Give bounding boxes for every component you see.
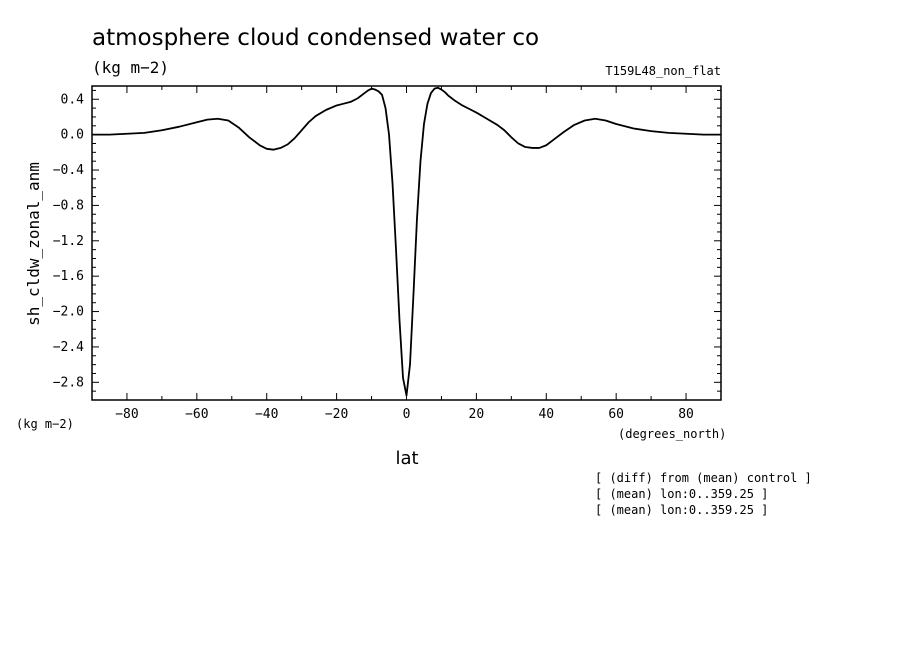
y-tick-label: −0.8 — [53, 198, 84, 213]
x-tick-label: 80 — [678, 407, 694, 422]
y-tick-label: 0.4 — [61, 92, 85, 107]
experiment-label: T159L48_non_flat — [605, 64, 721, 78]
note-line: [ (diff) from (mean) control ] — [595, 471, 812, 485]
x-tick-label: −80 — [115, 407, 138, 422]
series-layer — [92, 86, 721, 397]
y-tick-label: −1.2 — [53, 234, 84, 249]
x-axis-label: lat — [395, 448, 418, 469]
note-line: [ (mean) lon:0..359.25 ] — [595, 503, 768, 517]
y-tick-label: −0.4 — [53, 163, 84, 178]
units-label: (kg m−2) — [92, 58, 169, 77]
y-tick-label: −2.8 — [53, 375, 84, 390]
plot-frame — [91, 85, 722, 401]
y-axis-label: sh_cldw_zonal_anm — [24, 162, 43, 326]
chart-title: atmosphere cloud condensed water co — [92, 25, 539, 51]
x-tick-label: −40 — [255, 407, 278, 422]
x-units-label: (degrees_north) — [618, 427, 726, 441]
x-tick-label: 0 — [403, 407, 411, 422]
y-tick-label: −2.0 — [53, 305, 84, 320]
axis-ticks: −80 −60 −40 −20 0 20 40 60 80 0.4 0.0 −0.4 −0.8 −1.2 −… — [53, 86, 722, 422]
x-tick-label: −60 — [185, 407, 208, 422]
note-line: [ (mean) lon:0..359.25 ] — [595, 487, 768, 501]
x-tick-label: −20 — [325, 407, 348, 422]
x-tick-label: 20 — [469, 407, 485, 422]
series-line — [92, 86, 721, 397]
y-tick-label: −2.4 — [53, 340, 84, 355]
y-units-label: (kg m−2) — [16, 417, 74, 431]
x-tick-label: 60 — [608, 407, 624, 422]
y-tick-label: 0.0 — [61, 128, 84, 143]
y-tick-label: −1.6 — [53, 269, 84, 284]
x-tick-label: 40 — [538, 407, 554, 422]
